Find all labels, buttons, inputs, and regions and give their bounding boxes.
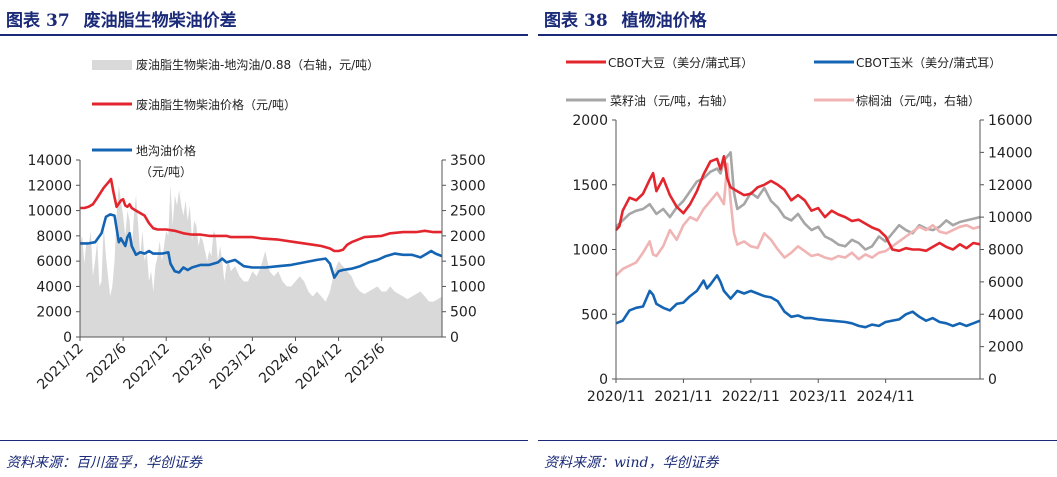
- y-left-tick-label: 2000: [572, 113, 608, 129]
- y-right-tick-label: 2000: [450, 229, 486, 245]
- y-right-tick-label: 0: [988, 372, 997, 388]
- y-right-tick-label: 1000: [450, 279, 486, 295]
- y-right-tick-label: 6000: [988, 275, 1024, 291]
- figure-38-panel: 图表 38 植物油价格 0 500 1000 1500 2000 0 2000 4000 6000 8…: [538, 0, 1057, 477]
- legend-layer: CBOT大豆（美分/蒲式耳） CBOT玉米（美分/蒲式耳） 菜籽油（元/吨，右轴…: [566, 56, 1001, 108]
- y-right-tick-label: 16000: [988, 113, 1033, 129]
- x-tick-label: 2024/12: [293, 341, 345, 393]
- legend-label-corn: CBOT玉米（美分/蒲式耳）: [856, 56, 1001, 70]
- axes-layer: 0 500 1000 1500 2000 0 2000 4000 6000 8000 10000 12…: [572, 113, 1032, 405]
- y-left-tick-label: 6000: [36, 254, 72, 270]
- y-right-tick-label: 2000: [988, 340, 1024, 356]
- figure-38-caption: 植物油价格: [621, 11, 707, 31]
- y-right-tick-label: 14000: [988, 145, 1033, 161]
- legend-label-soybean: CBOT大豆（美分/蒲式耳）: [608, 56, 753, 70]
- series-line-1: [615, 274, 981, 329]
- y-left-tick-label: 12000: [27, 178, 72, 194]
- figure-37-caption: 废油脂生物柴油价差: [83, 11, 237, 31]
- y-right-tick-label: 0: [450, 330, 459, 346]
- y-left-tick-label: 2000: [36, 305, 72, 321]
- x-tick-label: 2022/11: [722, 389, 780, 405]
- y-left-tick-label: 8000: [36, 229, 72, 245]
- price-lines-layer: [615, 151, 981, 329]
- y-left-tick-label: 4000: [36, 279, 72, 295]
- legend-label-waste-oil-unit: （元/吨）: [140, 165, 192, 179]
- figure-37-title: 图表 37 废油脂生物柴油价差: [6, 6, 237, 31]
- legend-label-waste-oil: 地沟油价格: [136, 143, 196, 158]
- figure-37-panel: 图表 37 废油脂生物柴油价差 0 2000 4000 6000 8000 10000 1200…: [0, 0, 528, 477]
- y-left-tick-label: 1500: [572, 178, 608, 194]
- price-lines-layer: [80, 177, 443, 279]
- series-line-2: [615, 151, 981, 251]
- figure-38-chart: 0 500 1000 1500 2000 0 2000 4000 6000 8000 10000 12…: [566, 56, 1033, 405]
- y-right-tick-label: 4000: [988, 307, 1024, 323]
- figure-38-bottom-rule: [538, 440, 1057, 441]
- y-right-tick-label: 2500: [450, 204, 486, 220]
- x-tick-label: 2023/11: [789, 389, 847, 405]
- figure-38-source: 资料来源：wind，华创证券: [544, 455, 719, 471]
- figure-37-label: 图表: [6, 11, 40, 31]
- legend-label-spread: 废油脂生物柴油-地沟油/0.88（右轴，元/吨）: [136, 57, 379, 72]
- y-left-tick-label: 0: [63, 330, 72, 346]
- figure-37-source: 资料来源：百川盈孚，华创证券: [6, 455, 202, 471]
- figure-38-label: 图表: [544, 11, 578, 31]
- figure-37-number: 37: [46, 11, 70, 31]
- x-tick-label: 2021/11: [654, 389, 712, 405]
- y-right-tick-label: 1500: [450, 254, 486, 270]
- legend-label-rapeseed: 菜籽油（元/吨，右轴）: [610, 93, 734, 108]
- y-right-tick-label: 8000: [988, 243, 1024, 259]
- y-right-tick-label: 500: [450, 305, 477, 321]
- figure-37-chart: 0 2000 4000 6000 8000 10000 12000 14000 0 500 1000…: [27, 57, 486, 393]
- legend-label-palm: 棕榈油（元/吨，右轴）: [856, 93, 980, 108]
- y-right-tick-label: 12000: [988, 178, 1033, 194]
- series-line-3: [615, 162, 981, 277]
- spread-area-layer: [80, 185, 442, 337]
- x-tick-label: 2020/11: [587, 389, 645, 405]
- y-left-tick-label: 0: [599, 372, 608, 388]
- legend-layer: 废油脂生物柴油-地沟油/0.88（右轴，元/吨） 废油脂生物柴油价格（元/吨） …: [92, 57, 379, 179]
- legend-swatch-spread: [92, 60, 132, 70]
- figure-38-top-rule: [538, 34, 1057, 36]
- x-tick-label: 2023/12: [207, 341, 259, 393]
- y-right-tick-label: 3000: [450, 178, 486, 194]
- y-right-tick-label: 10000: [988, 210, 1033, 226]
- y-left-tick-label: 500: [581, 307, 608, 323]
- x-tick-label: 2024/11: [857, 389, 915, 405]
- y-left-tick-label: 1000: [572, 243, 608, 259]
- x-tick-label: 2022/12: [121, 341, 173, 393]
- y-left-tick-label: 10000: [27, 204, 72, 220]
- figure-38-title: 图表 38 植物油价格: [544, 6, 707, 31]
- series-area-2: [80, 185, 442, 337]
- legend-label-biodiesel: 废油脂生物柴油价格（元/吨）: [136, 97, 296, 112]
- series-line-1: [80, 213, 443, 279]
- figure-37-bottom-rule: [0, 440, 528, 441]
- y-right-tick-label: 3500: [450, 153, 486, 169]
- y-left-tick-label: 14000: [27, 153, 72, 169]
- figure-38-number: 38: [584, 11, 608, 31]
- x-tick-label: 2021/12: [34, 341, 86, 393]
- figure-37-top-rule: [0, 34, 528, 36]
- series-line-0: [80, 177, 442, 253]
- x-tick-label: 2025/6: [342, 340, 388, 386]
- series-line-0: [615, 155, 981, 253]
